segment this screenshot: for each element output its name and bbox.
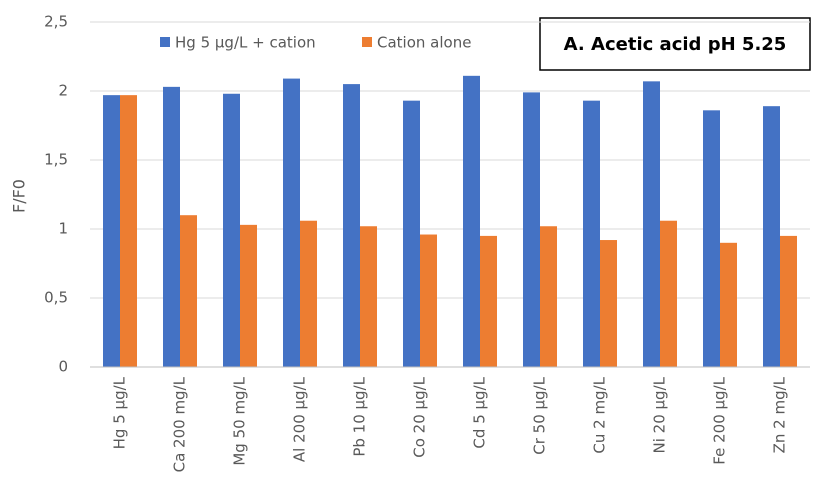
bar [780,235,797,367]
bar [240,224,257,367]
bar [180,215,197,367]
bar [420,234,437,367]
x-tick-label: Mg 50 mg/L [231,376,249,465]
bar [360,226,377,367]
bar [120,95,137,367]
x-tick-label: Al 200 µg/L [291,376,309,462]
bar [343,84,360,367]
y-axis-label: F/F0 [10,179,29,213]
bar [403,100,420,367]
bar [463,75,480,367]
bar [523,92,540,367]
x-tick-label: Cr 50 µg/L [531,376,549,454]
bar [103,95,120,367]
x-tick-label: Ca 200 mg/L [171,376,189,472]
x-tick-label: Co 20 µg/L [411,376,429,457]
title-box [539,17,811,71]
bar [480,235,497,367]
bar [763,106,780,368]
bar [540,226,557,367]
x-tick-label: Fe 200 µg/L [711,376,729,464]
bar [300,220,317,367]
bar [583,100,600,367]
x-tick-label: Hg 5 µg/L [111,376,129,449]
y-tick-label: 2,5 [44,13,68,31]
bar [720,242,737,367]
bar [600,240,617,367]
x-tick-label: Zn 2 mg/L [771,376,789,453]
y-tick-label: 0,5 [44,289,68,307]
legend-label: Hg 5 µg/L + cation [175,34,316,52]
x-tick-label: Ni 20 µg/L [651,376,669,453]
bar [223,93,240,367]
y-tick-label: 0 [58,358,68,376]
legend-label: Cation alone [377,34,471,52]
x-tick-label: Cu 2 mg/L [591,376,609,453]
legend-swatch [362,37,372,47]
chart-title: A. Acetic acid pH 5.25 [564,34,787,55]
x-tick-label: Pb 10 µg/L [351,376,369,456]
bar [283,78,300,367]
y-tick-label: 1 [58,220,68,238]
bar [643,81,660,367]
x-tick-label: Cd 5 µg/L [471,376,489,448]
y-tick-label: 2 [58,82,68,100]
bar [163,86,180,368]
legend-swatch [160,37,170,47]
bar [703,110,720,367]
y-tick-label: 1,5 [44,151,68,169]
bar [660,220,677,367]
